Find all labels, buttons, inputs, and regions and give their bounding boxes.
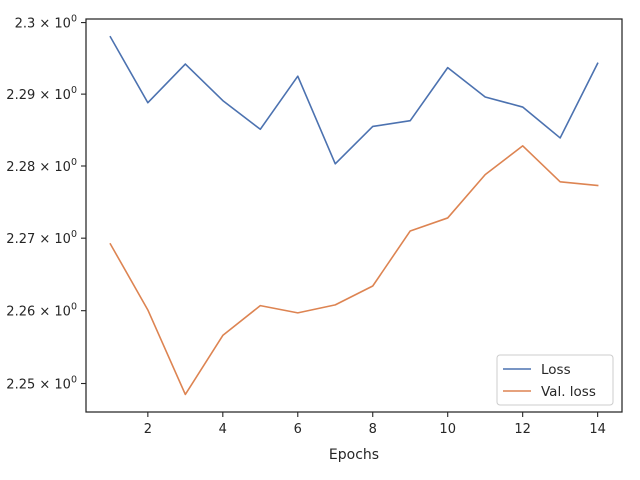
x-axis-ticks: 2 4 6 8 10 12 14 <box>144 412 606 437</box>
plot-frame <box>85 18 623 413</box>
x-tick-label: 12 <box>514 422 531 437</box>
x-axis-label: Epochs <box>329 447 379 463</box>
x-tick-label: 10 <box>439 422 456 437</box>
legend-label-val-loss: Val. loss <box>541 384 596 400</box>
x-tick-label: 8 <box>369 422 377 437</box>
x-tick-label: 4 <box>219 422 227 437</box>
legend-box <box>496 354 614 406</box>
y-tick-label: 2.26 × 100 <box>6 302 77 320</box>
x-tick-label: 6 <box>294 422 302 437</box>
legend-label-loss: Loss <box>541 362 571 378</box>
series-line-loss <box>109 35 599 165</box>
series-line-val-loss <box>109 145 599 396</box>
y-tick-label: 2.27 × 100 <box>6 229 77 247</box>
y-tick-label: 2.28 × 100 <box>6 157 77 175</box>
x-tick-label: 2 <box>144 422 152 437</box>
y-tick-label: 2.3 × 100 <box>15 14 77 32</box>
legend: Loss Val. loss <box>496 354 614 406</box>
y-axis-ticks: 2.25 × 100 2.26 × 100 2.27 × 100 2.28 × 100… <box>6 14 86 393</box>
y-tick-label: 2.29 × 100 <box>6 85 77 103</box>
x-tick-label: 14 <box>589 422 606 437</box>
series-group <box>109 35 599 396</box>
y-tick-label: 2.25 × 100 <box>6 375 77 393</box>
